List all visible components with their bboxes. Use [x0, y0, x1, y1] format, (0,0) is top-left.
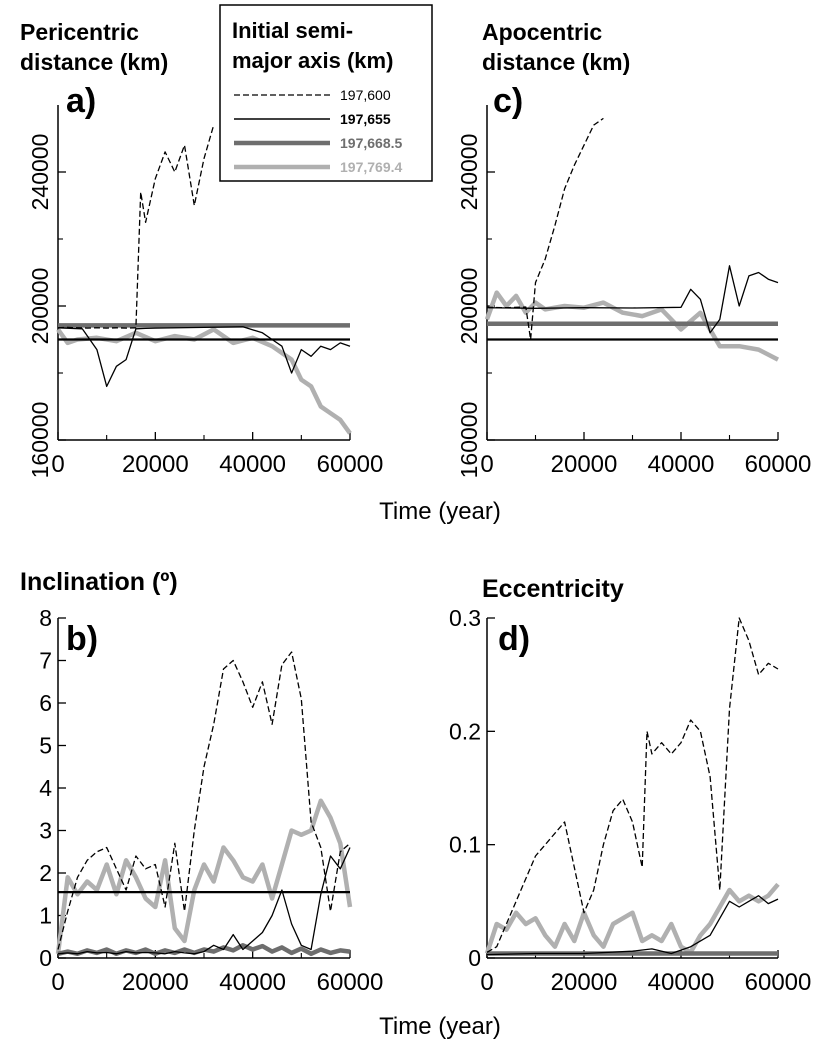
- series-c-197-655: [486, 265, 779, 334]
- plot-a: 0 20000 40000 60000 160000 200000 240000: [27, 105, 383, 478]
- y-tick-label-a: 240000: [27, 134, 53, 211]
- legend-label: 197,769.4: [340, 159, 402, 175]
- y-tick-label-c: 240000: [456, 134, 482, 211]
- y-tick-label-b: 2: [39, 860, 52, 886]
- y-tick-label-d: 0: [468, 945, 481, 971]
- panel-b-label: b): [66, 620, 98, 658]
- series-a-197-600: [57, 124, 215, 329]
- xlabel-bottom: Time (year): [379, 1013, 501, 1040]
- panel-a-title-line1: Pericentric: [20, 19, 139, 45]
- panel-a: Pericentric distance (km) a) 0 20000 40000…: [20, 19, 383, 478]
- plot-d: 0 20000 40000 60000 0 0.1 0.2 0.3: [449, 605, 811, 996]
- panel-b-title: Inclination (º): [20, 568, 178, 596]
- panel-d-title: Eccentricity: [482, 575, 624, 603]
- legend-label: 197,600: [340, 87, 391, 103]
- series-b-197-769-4: [55, 798, 353, 955]
- legend-entries: 197,600 197,655 197,668.5 197,769.4: [234, 87, 402, 175]
- panel-b: Inclination (º) b) 0 20000 40000 60000 0 1 2 3 4…: [20, 568, 383, 996]
- y-tick-label-a: 160000: [27, 402, 53, 479]
- panel-c-title-line1: Apocentric: [482, 19, 602, 45]
- series-d-197-600: [486, 617, 779, 953]
- panel-c: Apocentric distance (km) c) 0 20000 40000 6…: [456, 19, 811, 478]
- series-b-197-668-5: [57, 943, 351, 957]
- y-tick-label-c: 200000: [456, 268, 482, 345]
- x-tick-label-d: 20000: [551, 969, 618, 996]
- panel-c-title-line2: distance (km): [482, 49, 630, 75]
- x-tick-label-c: 40000: [648, 451, 715, 478]
- y-tick-label-d: 0.2: [449, 718, 481, 744]
- legend-label: 197,655: [340, 111, 391, 127]
- x-tick-label-c: 60000: [745, 451, 812, 478]
- x-tick-label-a: 0: [51, 451, 64, 478]
- y-tick-label-b: 0: [39, 945, 52, 971]
- y-tick-label-b: 3: [39, 818, 52, 844]
- series-a-197-769-4: [56, 327, 352, 435]
- legend-title-line1: Initial semi-: [232, 18, 353, 43]
- legend-label: 197,668.5: [340, 135, 402, 151]
- x-tick-label-b: 0: [51, 969, 64, 996]
- panel-d-label: d): [498, 620, 530, 658]
- y-tick-label-b: 7: [39, 648, 52, 674]
- y-tick-label-b: 6: [39, 690, 52, 716]
- x-tick-label-b: 60000: [317, 969, 384, 996]
- y-tick-label-b: 5: [39, 733, 52, 759]
- series-c-197-769-4: [484, 290, 780, 362]
- series-d-197-769-4: [484, 882, 780, 955]
- xlabel-top: Time (year): [379, 498, 501, 525]
- x-tick-label-c: 20000: [551, 451, 618, 478]
- y-tick-label-b: 8: [39, 605, 52, 631]
- series-c-197-600: [486, 117, 604, 341]
- legend: Initial semi- major axis (km) 197,600197…: [219, 4, 433, 182]
- series-b-197-655: [57, 847, 351, 955]
- legend-box: [219, 4, 433, 182]
- x-tick-label-a: 40000: [219, 451, 286, 478]
- x-tick-label-d: 60000: [745, 969, 812, 996]
- y-tick-label-b: 4: [39, 775, 52, 801]
- series-b-197-600: [57, 651, 351, 950]
- plot-b: 0 20000 40000 60000 0 1 2 3 4 5 6 7 8: [39, 605, 383, 996]
- x-tick-label-b: 40000: [219, 969, 286, 996]
- x-tick-label-b: 20000: [122, 969, 189, 996]
- x-tick-label-d: 0: [480, 969, 493, 996]
- panel-a-label: a): [66, 82, 96, 120]
- x-tick-label-a: 60000: [317, 451, 384, 478]
- x-tick-label-d: 40000: [648, 969, 715, 996]
- series-d-197-655: [486, 895, 779, 956]
- panel-a-title-line2: distance (km): [20, 49, 168, 75]
- series-a-197-655: [57, 326, 351, 388]
- panel-d: Eccentricity d) 0 20000 40000 6000000.10.20…: [449, 575, 811, 996]
- legend-title-line2: major axis (km): [232, 48, 393, 73]
- panel-c-label: c): [493, 82, 523, 120]
- plot-c: 0 20000 40000 60000 160000 200000 240000: [456, 105, 811, 478]
- y-tick-label-d: 0.3: [449, 605, 481, 631]
- x-tick-label-c: 0: [480, 451, 493, 478]
- y-tick-label-c: 160000: [456, 402, 482, 479]
- y-tick-label-a: 200000: [27, 268, 53, 345]
- y-tick-label-b: 1: [39, 903, 52, 929]
- x-tick-label-a: 20000: [122, 451, 189, 478]
- y-tick-label-d: 0.1: [449, 832, 481, 858]
